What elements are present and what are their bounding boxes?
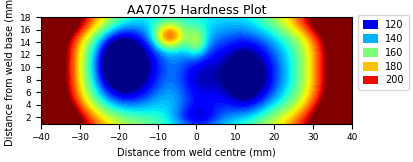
- Legend: 120, 140, 160, 180, 200: 120, 140, 160, 180, 200: [358, 15, 408, 90]
- Y-axis label: Distance from weld base (mm): Distance from weld base (mm): [4, 0, 14, 146]
- X-axis label: Distance from weld centre (mm): Distance from weld centre (mm): [117, 148, 276, 158]
- Title: AA7075 Hardness Plot: AA7075 Hardness Plot: [127, 4, 266, 17]
